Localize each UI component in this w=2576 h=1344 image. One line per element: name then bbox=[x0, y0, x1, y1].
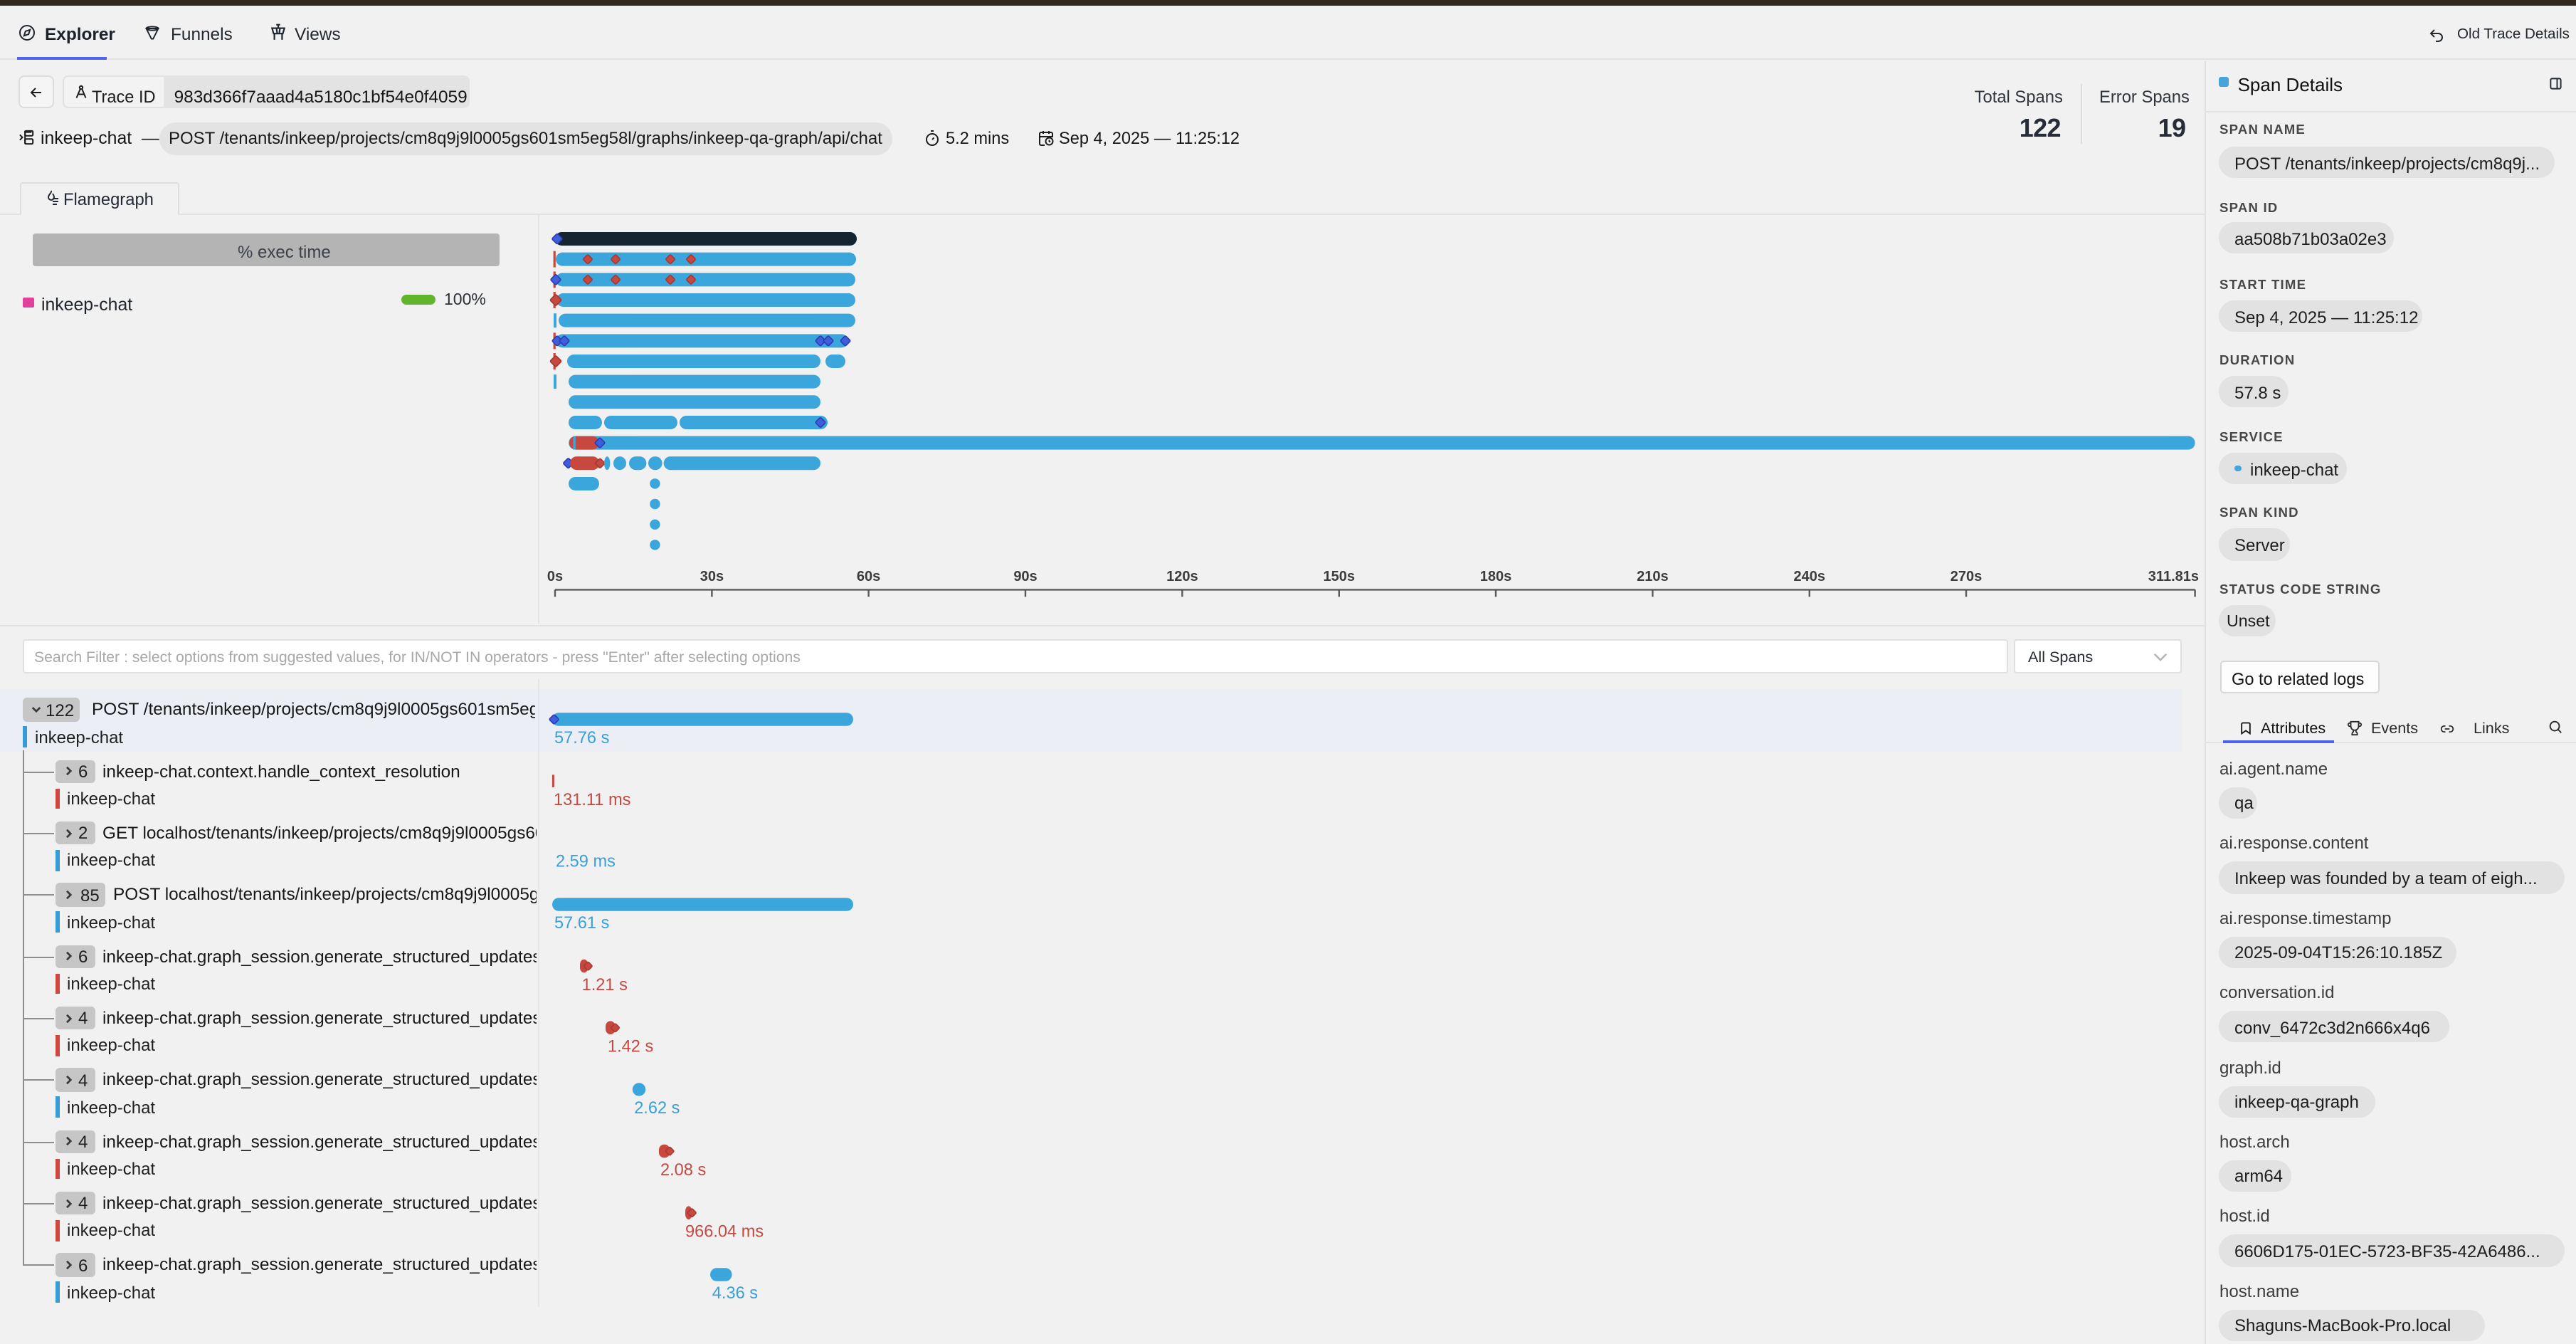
svg-text:57.61 s: 57.61 s bbox=[554, 914, 609, 933]
svg-text:311.81s: 311.81s bbox=[2148, 569, 2199, 584]
svg-text:0s: 0s bbox=[547, 569, 563, 584]
svg-text:270s: 270s bbox=[1951, 569, 1983, 584]
svg-text:1.42 s: 1.42 s bbox=[608, 1038, 653, 1056]
svg-text:966.04 ms: 966.04 ms bbox=[685, 1222, 764, 1241]
svg-text:180s: 180s bbox=[1480, 569, 1512, 584]
svg-text:2.08 s: 2.08 s bbox=[660, 1161, 706, 1180]
svg-text:30s: 30s bbox=[700, 569, 724, 584]
svg-text:90s: 90s bbox=[1013, 569, 1037, 584]
svg-text:210s: 210s bbox=[1637, 569, 1669, 584]
svg-text:1.21 s: 1.21 s bbox=[582, 976, 628, 994]
svg-text:60s: 60s bbox=[857, 569, 880, 584]
svg-text:240s: 240s bbox=[1794, 569, 1826, 584]
svg-text:2.59 ms: 2.59 ms bbox=[556, 853, 616, 871]
svg-text:150s: 150s bbox=[1324, 569, 1356, 584]
svg-text:4.36 s: 4.36 s bbox=[712, 1284, 758, 1303]
svg-text:131.11 ms: 131.11 ms bbox=[554, 791, 630, 809]
svg-text:57.76 s: 57.76 s bbox=[554, 729, 609, 747]
svg-text:2.62 s: 2.62 s bbox=[634, 1099, 680, 1118]
svg-text:120s: 120s bbox=[1166, 569, 1198, 584]
